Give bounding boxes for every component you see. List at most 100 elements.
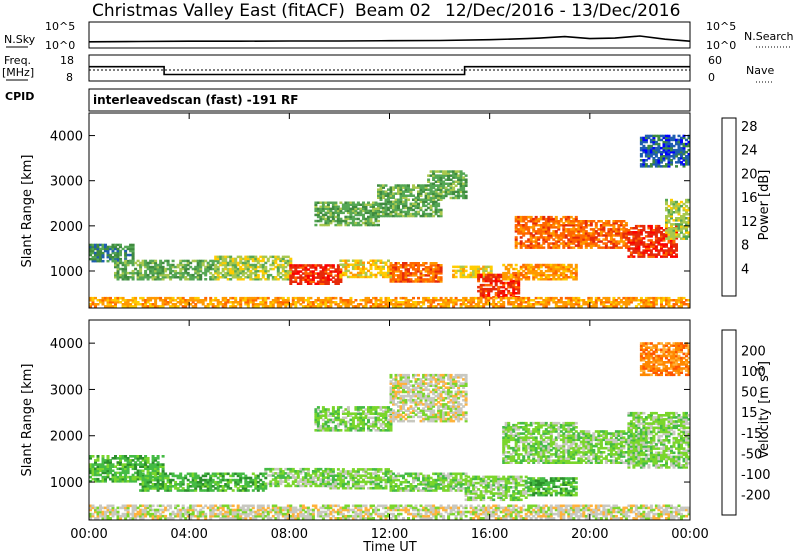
heatmap-cell	[239, 489, 242, 492]
nave-label: Nave	[746, 64, 774, 77]
nsearch-label: N.Search	[744, 30, 794, 43]
heatmap-cell	[675, 253, 678, 256]
freq-unit: [MHz]	[2, 66, 34, 79]
y-tick-label: 3000	[50, 175, 83, 190]
heatmap-cell	[102, 455, 105, 458]
heatmap-cell	[465, 195, 468, 198]
heatmap-cell	[167, 260, 170, 263]
heatmap-cell	[537, 228, 540, 231]
heatmap-cell	[354, 299, 357, 302]
heatmap-cell	[177, 276, 180, 279]
heatmap-cell	[540, 297, 543, 300]
nsearch-tick-high: 10^5	[706, 20, 736, 33]
heatmap-cell	[477, 286, 480, 289]
heatmap-cell	[420, 207, 423, 210]
heatmap-cell	[204, 297, 207, 300]
heatmap-cell	[542, 246, 545, 249]
heatmap-cell	[480, 297, 483, 300]
heatmap-cell	[359, 260, 362, 263]
heatmap-cell	[299, 297, 302, 300]
y-tick-label: 1000	[50, 265, 83, 280]
heatmap-cell	[657, 135, 660, 138]
beam-label: Beam 02	[355, 1, 431, 21]
heatmap-cell	[299, 468, 302, 471]
heatmap-cell	[597, 244, 600, 247]
heatmap-cell	[247, 489, 250, 492]
heatmap-cell	[675, 243, 678, 246]
heatmap-cell	[289, 258, 292, 261]
heatmap-cell	[239, 473, 242, 476]
heatmap-cell	[420, 215, 423, 218]
heatmap-cell	[347, 260, 350, 263]
heatmap-cell	[239, 266, 242, 269]
heatmap-cell	[480, 268, 483, 271]
heatmap-cell	[177, 272, 180, 275]
heatmap-cell	[420, 264, 423, 267]
heatmap-cell	[597, 232, 600, 235]
heatmap-cell	[117, 262, 120, 265]
heatmap-cell	[515, 236, 518, 239]
heatmap-cell	[607, 220, 610, 223]
heatmap-cell	[657, 225, 660, 228]
heatmap-cell	[267, 297, 270, 300]
heatmap-cell	[515, 264, 518, 267]
heatmap-cell	[440, 276, 443, 279]
heatmap-cell	[537, 242, 540, 245]
heatmap-cell	[339, 268, 342, 271]
heatmap-cell	[675, 165, 678, 168]
heatmap-cell	[657, 143, 660, 146]
heatmap-cell	[625, 222, 628, 225]
freq-tick-high: 18	[60, 54, 74, 67]
heatmap-cell	[440, 209, 443, 212]
heatmap-cell	[97, 455, 100, 458]
heatmap-cell	[177, 264, 180, 267]
heatmap-cell	[299, 303, 302, 306]
heatmap-cell	[575, 216, 578, 219]
heatmap-cell	[632, 255, 635, 258]
heatmap-cell	[590, 297, 593, 300]
heatmap-cell	[537, 236, 540, 239]
heatmap-cell	[147, 457, 150, 460]
heatmap-cell	[495, 297, 498, 300]
heatmap-cell	[107, 455, 110, 458]
heatmap-cell	[119, 250, 122, 253]
heatmap-cell	[334, 202, 337, 205]
heatmap-cell	[510, 264, 513, 267]
freq-series-line	[89, 67, 690, 75]
heatmap-cell	[359, 204, 362, 207]
heatmap-cell	[540, 301, 543, 304]
heatmap-cell	[607, 297, 610, 300]
power-y-axis-label: Slant Range [km]	[20, 155, 35, 268]
heatmap-cell	[537, 278, 540, 281]
heatmap-cell	[477, 290, 480, 293]
heatmap-cell	[359, 208, 362, 211]
heatmap-cell	[575, 264, 578, 267]
heatmap-cell	[299, 264, 302, 267]
heatmap-cell	[537, 224, 540, 227]
power-heatmap	[89, 135, 691, 308]
heatmap-cell	[417, 297, 420, 300]
nsearch-tick-low: 10^0	[706, 39, 736, 52]
heatmap-cell	[597, 228, 600, 231]
heatmap-cell	[412, 297, 415, 300]
velocity-heatmap	[89, 342, 691, 519]
heatmap-cell	[465, 191, 468, 194]
heatmap-cell	[440, 264, 443, 267]
heatmap-cell	[177, 301, 180, 304]
heatmap-cell	[570, 264, 573, 267]
heatmap-cell	[264, 266, 267, 269]
heatmap-cell	[465, 270, 468, 273]
freq-tick-low: 8	[66, 71, 73, 84]
heatmap-cell	[407, 199, 410, 202]
heatmap-cell	[359, 299, 362, 302]
heatmap-cell	[119, 297, 122, 300]
freq-panel-frame	[89, 55, 690, 81]
heatmap-cell	[425, 262, 428, 265]
heatmap-cell	[119, 244, 122, 247]
heatmap-cell	[502, 301, 505, 304]
heatmap-cell	[359, 224, 362, 227]
nave-tick-low: 0	[708, 71, 715, 84]
heatmap-cell	[480, 305, 483, 308]
heatmap-cell	[377, 224, 380, 227]
